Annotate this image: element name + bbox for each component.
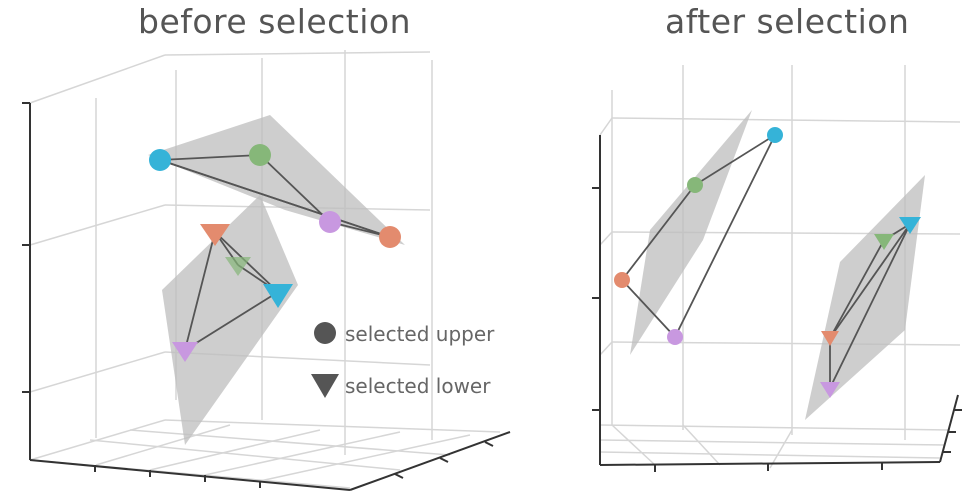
- left-upper-point-green: [249, 144, 271, 166]
- left-lower-point-blue: [263, 284, 293, 308]
- left-upper-point-blue: [149, 149, 171, 171]
- left-3d-axes: [22, 50, 511, 491]
- left-upper-point-orange: [379, 226, 401, 248]
- left-panel-title: before selection: [138, 2, 412, 41]
- right-lower-point-green: [874, 234, 894, 250]
- right-upper-plane: [630, 110, 752, 355]
- right-panel-title: after selection: [665, 2, 910, 41]
- legend-lower-label: selected lower: [345, 374, 491, 398]
- right-lower-point-purple: [820, 382, 840, 398]
- legend: selected upper selected lower: [311, 322, 495, 398]
- left-upper-plane: [148, 115, 405, 245]
- right-lower-plane: [805, 175, 925, 420]
- left-lower-point-purple: [172, 342, 198, 362]
- left-lower-plane: [162, 195, 298, 445]
- legend-upper-label: selected upper: [345, 322, 495, 346]
- right-upper-point-green: [687, 177, 703, 193]
- left-lower-point-orange: [200, 224, 230, 246]
- right-upper-point-orange: [614, 272, 630, 288]
- right-upper-point-blue: [767, 127, 783, 143]
- right-upper-point-purple: [667, 329, 683, 345]
- right-lower-point-orange: [821, 331, 839, 346]
- left-lower-point-green: [225, 257, 251, 276]
- right-lower-point-blue: [899, 217, 921, 234]
- legend-upper-marker: [314, 322, 336, 344]
- left-upper-point-purple: [319, 211, 341, 233]
- legend-lower-marker: [311, 374, 339, 398]
